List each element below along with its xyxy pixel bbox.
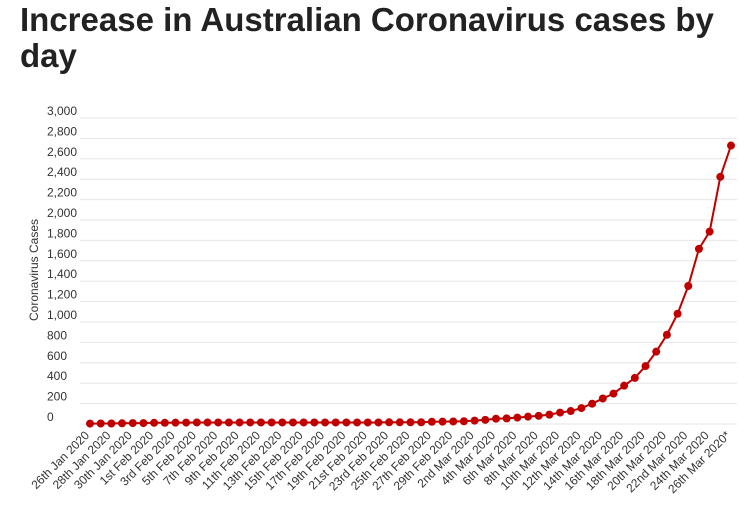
- point: [139, 419, 148, 428]
- y-tick-label: 2,400: [47, 165, 77, 179]
- point: [630, 373, 639, 382]
- point: [641, 362, 650, 371]
- point: [310, 418, 319, 427]
- point: [374, 418, 383, 427]
- point: [395, 418, 404, 427]
- point: [363, 418, 372, 427]
- y-tick-label: 2,600: [47, 145, 77, 159]
- y-tick-label: 400: [47, 369, 67, 383]
- point: [513, 413, 522, 422]
- point: [459, 417, 468, 426]
- point: [235, 418, 244, 427]
- point: [566, 407, 575, 416]
- point: [406, 418, 415, 427]
- point: [620, 381, 629, 390]
- point: [96, 419, 105, 428]
- y-tick-label: 2,800: [47, 124, 77, 138]
- point: [321, 418, 330, 427]
- point: [192, 418, 201, 427]
- point: [288, 418, 297, 427]
- point: [417, 418, 426, 427]
- point: [182, 418, 191, 427]
- point: [160, 418, 169, 427]
- point: [203, 418, 212, 427]
- y-tick-label: 1,000: [47, 308, 77, 322]
- point: [588, 399, 597, 408]
- y-tick-label: 1,400: [47, 267, 77, 281]
- point: [342, 418, 351, 427]
- point: [299, 418, 308, 427]
- point: [385, 418, 394, 427]
- point: [427, 417, 436, 426]
- point: [331, 418, 340, 427]
- point: [684, 281, 693, 290]
- point: [705, 227, 714, 236]
- point: [662, 330, 671, 339]
- y-tick-label: 2,000: [47, 206, 77, 220]
- point: [438, 417, 447, 426]
- point: [727, 141, 735, 150]
- y-tick-label: 1,600: [47, 247, 77, 261]
- point: [716, 172, 725, 181]
- point: [652, 347, 661, 356]
- y-tick-label: 3,000: [47, 104, 77, 118]
- y-tick-label: 600: [47, 349, 67, 363]
- point: [224, 418, 233, 427]
- point: [609, 389, 618, 398]
- y-tick-label: 0: [47, 410, 54, 424]
- point: [470, 416, 479, 425]
- y-tick-label: 200: [47, 390, 67, 404]
- point: [694, 244, 703, 253]
- y-axis-label: Coronavirus Cases: [27, 219, 41, 321]
- y-tick-label: 1,800: [47, 226, 77, 240]
- point: [150, 418, 159, 427]
- point: [118, 419, 127, 428]
- point: [246, 418, 255, 427]
- point: [107, 419, 116, 428]
- point: [481, 415, 490, 424]
- point: [171, 418, 180, 427]
- point: [278, 418, 287, 427]
- point: [128, 419, 137, 428]
- point: [524, 412, 533, 421]
- y-tick-label: 2,200: [47, 186, 77, 200]
- point: [86, 419, 94, 428]
- y-tick-label: 1,200: [47, 288, 77, 302]
- chart-title: Increase in Australian Coronavirus cases…: [20, 1, 714, 74]
- point: [534, 411, 543, 420]
- point: [673, 309, 682, 318]
- point: [491, 414, 500, 423]
- point: [353, 418, 362, 427]
- point: [502, 414, 511, 423]
- point: [214, 418, 223, 427]
- point: [545, 410, 554, 419]
- point: [577, 404, 586, 413]
- point: [598, 394, 607, 403]
- point: [449, 417, 458, 426]
- point: [256, 418, 265, 427]
- point: [267, 418, 276, 427]
- point: [556, 408, 565, 417]
- y-tick-label: 800: [47, 328, 67, 342]
